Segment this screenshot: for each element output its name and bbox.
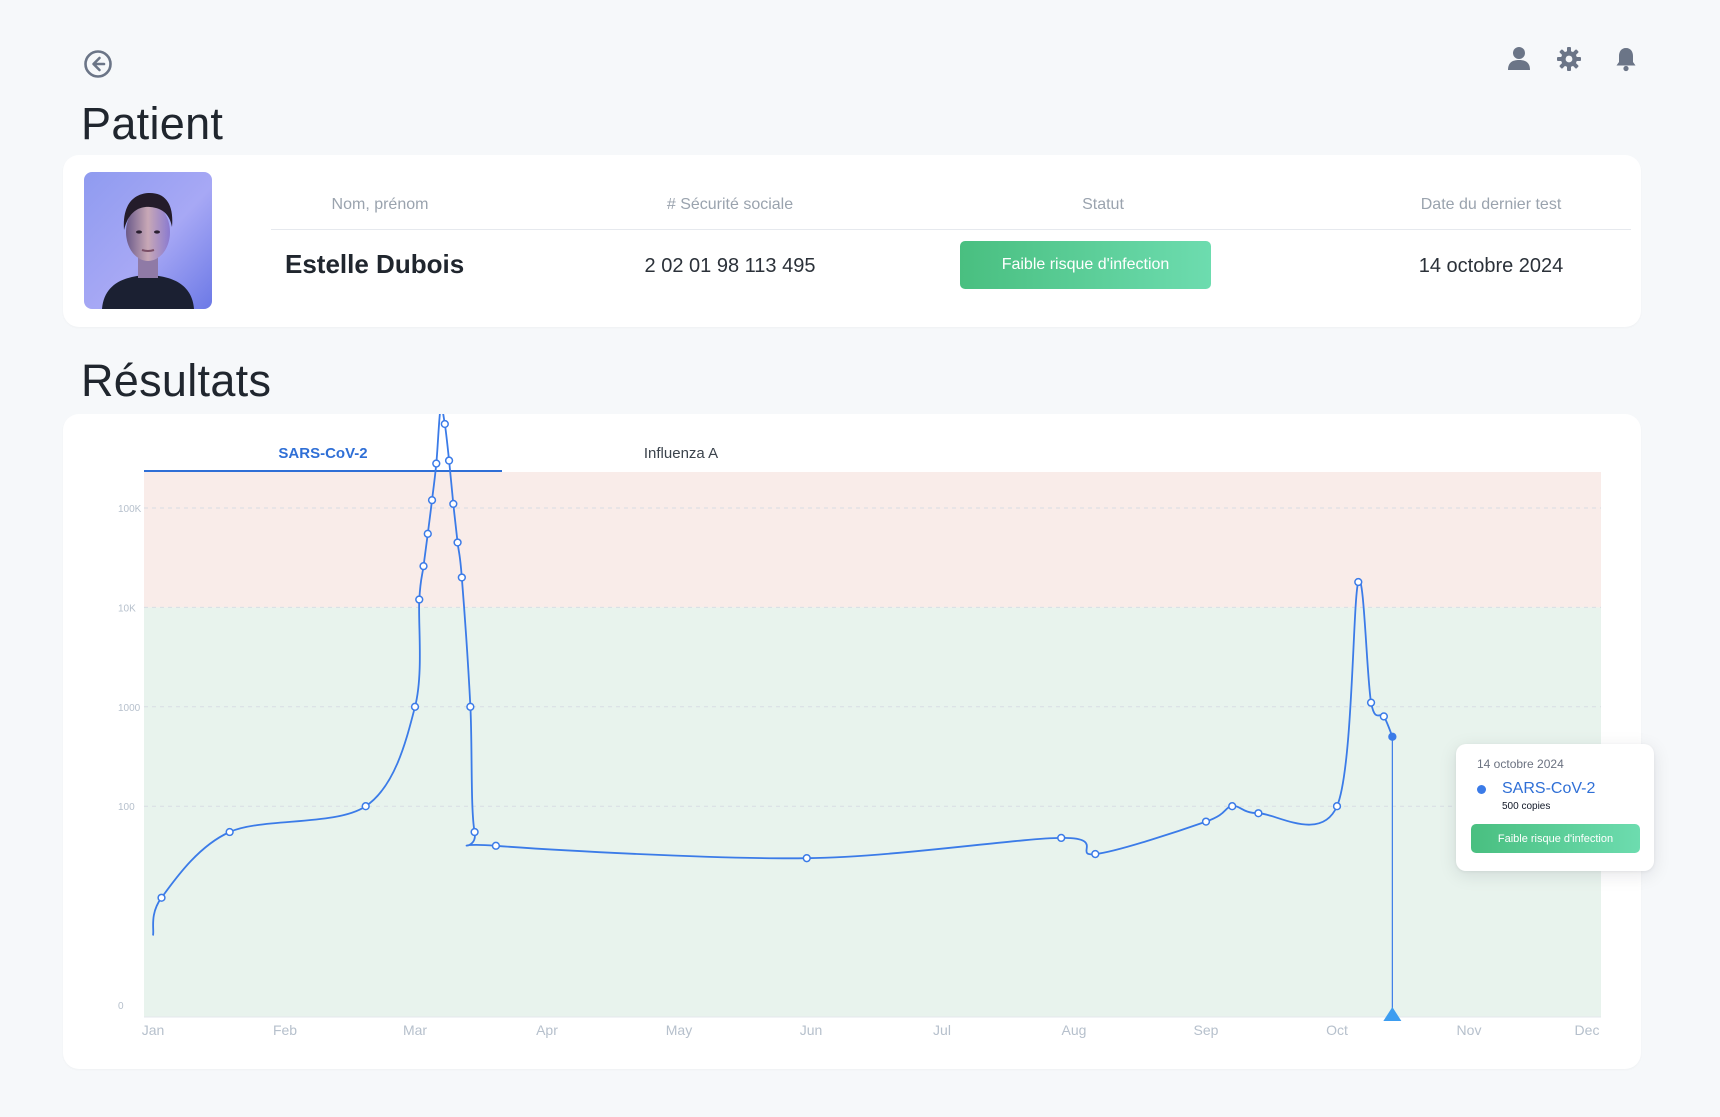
top-bar: [0, 0, 1720, 100]
data-point: [427, 495, 437, 505]
data-point: [225, 827, 234, 837]
data-point: [423, 529, 432, 538]
data-point: [415, 595, 424, 604]
y-tick-label: 1M: [118, 414, 132, 416]
table-divider: [271, 229, 1631, 230]
data-point: [1366, 698, 1376, 707]
data-point: [1254, 809, 1263, 818]
last-test-date: 14 octobre 2024: [1418, 255, 1564, 277]
data-point: [466, 702, 475, 711]
ssn-value: 2 02 01 98 113 495: [644, 255, 816, 277]
selected-marker-icon: [1383, 1007, 1402, 1021]
x-tick-label: May: [666, 1022, 692, 1038]
y-tick-label: 0: [118, 1001, 124, 1012]
results-card: SARS-CoV-2 Influenza A 0 100 1000 10K 100K 1M…: [63, 414, 1654, 1069]
active-tab-indicator: [144, 470, 502, 472]
data-point: [802, 854, 811, 863]
tooltip-status-badge: Faible risque d'infection: [1471, 824, 1640, 853]
data-point: [444, 456, 454, 465]
tab-influenza-a[interactable]: Influenza A: [643, 444, 719, 462]
zone-medium: [144, 472, 1601, 608]
data-point: [440, 419, 449, 429]
data-point: [419, 562, 428, 571]
results-chart: 0 100 1000 10K 100K 1M Jan Feb Mar Apr May Jun Jul A…: [118, 414, 1601, 1038]
column-header-status: Statut: [1082, 196, 1124, 213]
bell-icon[interactable]: [1611, 44, 1641, 74]
x-tick-label: Dec: [1575, 1022, 1600, 1038]
x-tick-label: Mar: [403, 1022, 427, 1038]
patient-name: Estelle Dubois: [285, 249, 465, 279]
tooltip-series-name: SARS-CoV-2: [1502, 780, 1596, 797]
y-tick-label: 100K: [118, 504, 142, 515]
column-header-name: Nom, prénom: [331, 196, 429, 213]
column-header-ssn: # Sécurité sociale: [666, 196, 794, 213]
data-point: [453, 538, 462, 547]
avatar: [84, 172, 212, 309]
x-tick-label: Jul: [933, 1022, 951, 1038]
user-icon[interactable]: [1504, 44, 1534, 74]
data-point: [432, 459, 441, 468]
data-point: [1379, 712, 1388, 721]
results-title: Résultats: [81, 355, 272, 406]
data-point: [1228, 802, 1237, 811]
x-tick-label: Oct: [1326, 1022, 1348, 1038]
y-tick-label: 1000: [118, 703, 141, 714]
data-point: [1201, 817, 1211, 826]
data-point: [457, 573, 466, 582]
chart-tooltip: 14 octobre 2024 SARS-CoV-2 500 copies Fa…: [1456, 744, 1654, 871]
x-tick-label: Feb: [273, 1022, 297, 1038]
data-point: [361, 802, 370, 811]
data-point: [491, 841, 501, 850]
data-point: [1354, 577, 1363, 587]
tab-sars-cov-2[interactable]: SARS-CoV-2: [278, 444, 368, 462]
data-point: [1332, 802, 1342, 811]
x-tick-label: Aug: [1062, 1022, 1087, 1038]
column-header-last-test: Date du dernier test: [1420, 196, 1562, 213]
data-point: [1057, 833, 1066, 843]
x-tick-label: Sep: [1194, 1022, 1219, 1038]
data-point: [157, 893, 166, 902]
x-tick-label: Apr: [536, 1022, 558, 1038]
x-tick-label: Nov: [1457, 1022, 1482, 1038]
data-point: [1091, 849, 1100, 859]
patient-card: Nom, prénom # Sécurité sociale Statut Da…: [63, 155, 1641, 327]
patient-title: Patient: [81, 98, 224, 149]
tooltip-series-dot: [1477, 785, 1486, 794]
zone-low: [144, 607, 1601, 1017]
tooltip-value: 500 copies: [1502, 801, 1551, 812]
data-point: [410, 702, 420, 711]
status-badge: Faible risque d'infection: [960, 241, 1211, 289]
x-tick-label: Jun: [800, 1022, 823, 1038]
y-tick-label: 10K: [118, 603, 136, 614]
gear-icon[interactable]: [1554, 44, 1584, 74]
x-tick-label: Jan: [142, 1022, 165, 1038]
back-arrow-circle-icon[interactable]: [82, 48, 114, 80]
data-point: [470, 827, 479, 837]
y-tick-label: 100: [118, 802, 135, 813]
tooltip-date: 14 octobre 2024: [1477, 757, 1564, 771]
data-point: [449, 499, 458, 509]
